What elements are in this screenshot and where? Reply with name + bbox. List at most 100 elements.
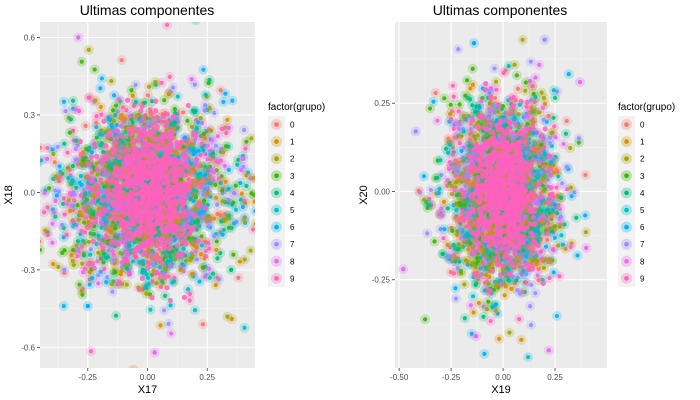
scatter-point (212, 233, 217, 239)
scatter-point (119, 223, 126, 229)
scatter-point (145, 275, 150, 280)
scatter-point (113, 313, 119, 318)
scatter-point (57, 174, 62, 180)
scatter-point (79, 162, 84, 167)
scatter-point (173, 224, 179, 230)
scatter-point (203, 164, 208, 169)
legend-label: 3 (290, 172, 295, 181)
scatter-point (196, 172, 202, 177)
scatter-point (73, 107, 78, 112)
scatter-point (168, 257, 174, 263)
scatter-point (466, 113, 472, 119)
scatter-point (110, 249, 115, 254)
scatter-point (239, 168, 244, 173)
legend-label: 6 (290, 223, 295, 232)
scatter-point (158, 323, 163, 328)
scatter-point (100, 213, 105, 218)
legend-swatch (274, 276, 279, 281)
scatter-point (219, 158, 224, 163)
scatter-point (248, 248, 253, 253)
scatter-point (94, 135, 99, 140)
scatter-point (437, 212, 442, 217)
scatter-point (53, 188, 58, 193)
scatter-point (193, 195, 199, 200)
scatter-point (189, 124, 194, 129)
scatter-point (198, 116, 203, 121)
scatter-point (139, 103, 145, 110)
scatter-point (554, 313, 560, 319)
scatter-point (170, 85, 176, 90)
scatter-point (175, 253, 182, 259)
scatter-point (105, 191, 112, 197)
scatter-point (162, 98, 167, 103)
scatter-point (109, 184, 115, 189)
scatter-point (77, 108, 82, 114)
scatter-point (479, 99, 484, 104)
scatter-point (210, 151, 216, 156)
scatter-point (80, 292, 85, 297)
scatter-point (231, 200, 236, 205)
scatter-point (192, 137, 198, 142)
scatter-point (119, 58, 124, 63)
scatter-point (232, 191, 237, 196)
scatter-point (183, 186, 189, 192)
scatter-point (482, 351, 487, 356)
scatter-point (154, 114, 160, 120)
scatter-point (100, 167, 105, 173)
scatter-point (86, 262, 91, 267)
scatter-point (109, 239, 115, 245)
scatter-point (139, 146, 146, 152)
scatter-point (137, 259, 142, 265)
scatter-point (168, 141, 174, 147)
scatter-point (144, 272, 149, 277)
scatter-point (493, 79, 499, 84)
scatter-point (153, 189, 159, 195)
scatter-point (124, 175, 131, 181)
scatter-point (126, 198, 132, 204)
scatter-point (122, 156, 128, 162)
scatter-point (160, 278, 165, 284)
scatter-point (110, 223, 115, 228)
scatter-point (123, 243, 129, 248)
scatter-point (220, 188, 225, 193)
scatter-point (208, 180, 213, 186)
scatter-point (81, 158, 86, 163)
scatter-point (116, 279, 122, 284)
scatter-point (468, 86, 473, 91)
scatter-point (152, 208, 158, 214)
scatter-point (205, 191, 210, 196)
scatter-point (461, 113, 466, 118)
scatter-point (125, 125, 131, 132)
scatter-point (421, 197, 427, 202)
scatter-point (18, 180, 22, 184)
scatter-point (162, 265, 167, 270)
scatter-point (558, 195, 564, 200)
scatter-point (523, 88, 528, 93)
scatter-point (196, 148, 201, 153)
scatter-point (557, 274, 562, 279)
scatter-point (569, 241, 574, 246)
scatter-point (583, 230, 589, 235)
scatter-point (76, 217, 81, 223)
scatter-point (94, 241, 99, 247)
scatter-point (153, 80, 158, 85)
scatter-point (178, 189, 184, 195)
scatter-point (181, 294, 187, 301)
scatter-point (492, 95, 498, 101)
scatter-point (104, 280, 109, 285)
scatter-point (549, 131, 554, 136)
scatter-point (152, 172, 158, 178)
y-axis-title: X18 (3, 185, 15, 205)
scatter-point (201, 67, 206, 72)
scatter-point (168, 187, 174, 193)
scatter-point (432, 239, 437, 244)
scatter-point (184, 139, 189, 144)
scatter-point (167, 74, 172, 79)
scatter-point (219, 219, 224, 224)
legend-label: 7 (290, 240, 295, 249)
scatter-point (175, 94, 180, 99)
scatter-point (218, 88, 223, 93)
scatter-point (177, 170, 183, 176)
scatter-point (531, 91, 536, 96)
scatter-point (94, 194, 100, 200)
